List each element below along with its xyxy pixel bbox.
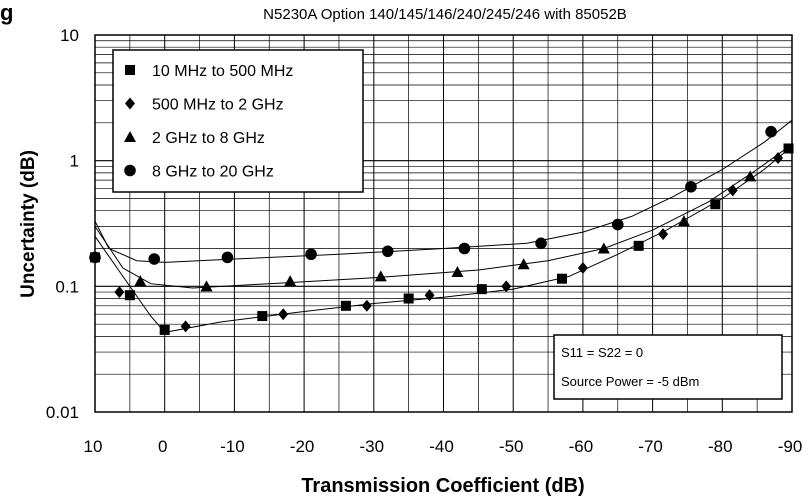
data-point-triangle	[284, 275, 297, 287]
y-tick-labels: 10 1 0.1 0.01	[46, 26, 79, 422]
data-point-triangle	[597, 242, 610, 254]
y-tick-label: 0.1	[55, 277, 79, 296]
data-point-diamond	[773, 152, 784, 165]
legend-box	[112, 49, 364, 193]
data-point-triangle	[451, 266, 464, 278]
data-point-circle	[148, 253, 161, 265]
data-point-square	[633, 240, 644, 251]
data-point-circle	[458, 242, 471, 255]
data-point-circle	[685, 180, 697, 193]
data-point-square	[556, 273, 567, 284]
legend-marker-triangle	[124, 131, 136, 142]
data-point-circle	[535, 237, 547, 250]
data-point-square	[124, 290, 135, 301]
annotation-line-2: Source Power = -5 dBm	[561, 374, 699, 389]
y-tick-label: 0.01	[46, 403, 79, 422]
legend-label: 500 MHz to 2 GHz	[152, 97, 284, 114]
legend-label: 2 GHz to 8 GHz	[152, 130, 265, 147]
chart-subtitle: N5230A Option 140/145/146/240/245/246 wi…	[263, 6, 627, 23]
x-tick-label: -50	[499, 437, 524, 456]
x-tick-label: -70	[638, 437, 663, 456]
legend: 10 MHz to 500 MHz 500 MHz to 2 GHz 2 GHz t…	[112, 49, 364, 193]
data-point-square	[403, 293, 414, 304]
chart-title-fragment: g	[0, 0, 13, 25]
data-point-triangle	[677, 215, 690, 227]
legend-marker-square	[125, 65, 135, 75]
data-point-square	[710, 199, 721, 210]
data-point-square	[159, 324, 170, 335]
y-axis-label: Uncertainty (dB)	[18, 150, 39, 298]
data-point-diamond	[114, 286, 125, 299]
x-tick-label: -20	[290, 437, 315, 456]
data-point-diamond	[577, 261, 588, 274]
legend-marker-diamond	[125, 97, 135, 110]
x-axis-label: Transmission Coefficient (dB)	[301, 475, 584, 497]
data-point-square	[476, 284, 487, 295]
data-point-triangle	[374, 270, 387, 282]
data-point-square	[257, 311, 268, 322]
x-tick-label: -30	[360, 437, 385, 456]
legend-marker-circle	[124, 164, 136, 177]
data-point-circle	[305, 248, 317, 261]
data-point-square	[783, 143, 794, 154]
fit-curves	[94, 119, 793, 333]
data-point-diamond	[424, 289, 435, 302]
annotation-line-1: S11 = S22 = 0	[561, 345, 643, 360]
annotation-box	[553, 334, 783, 400]
data-point-triangle	[517, 258, 530, 270]
data-point-square	[340, 300, 351, 311]
data-point-diamond	[361, 299, 372, 312]
data-point-circle	[381, 245, 394, 258]
data-point-diamond	[278, 308, 289, 321]
plot-frame	[94, 34, 793, 413]
data-point-diamond	[501, 280, 512, 293]
data-point-circle	[221, 251, 234, 264]
y-tick-label: 1	[70, 152, 79, 171]
x-tick-label: -40	[429, 437, 454, 456]
x-tick-label: -80	[708, 437, 733, 456]
y-tick-label: 10	[60, 26, 79, 45]
conditions-annotation: S11 = S22 = 0 Source Power = -5 dBm	[553, 334, 783, 400]
data-point-diamond	[727, 184, 738, 197]
x-tick-labels: 10 0 -10 -20 -30 -40 -50 -60 -70 -80 -90	[84, 437, 803, 456]
data-markers	[89, 125, 794, 335]
x-tick-label: -60	[569, 437, 594, 456]
legend-label: 8 GHz to 20 GHz	[152, 164, 274, 181]
data-point-triangle	[744, 170, 757, 182]
data-point-circle	[611, 218, 624, 231]
fit-curve	[94, 143, 793, 289]
data-point-triangle	[134, 275, 147, 287]
data-point-diamond	[658, 228, 669, 241]
fit-curve	[94, 119, 793, 263]
x-tick-label: 10	[84, 437, 103, 456]
legend-label: 10 MHz to 500 MHz	[152, 63, 293, 80]
x-tick-label: -10	[220, 437, 245, 456]
data-point-circle	[765, 125, 777, 138]
fit-curve	[94, 145, 793, 333]
data-point-diamond	[180, 320, 191, 333]
data-point-triangle	[200, 280, 213, 292]
x-tick-label: 0	[158, 437, 167, 456]
x-tick-label: -90	[778, 437, 803, 456]
